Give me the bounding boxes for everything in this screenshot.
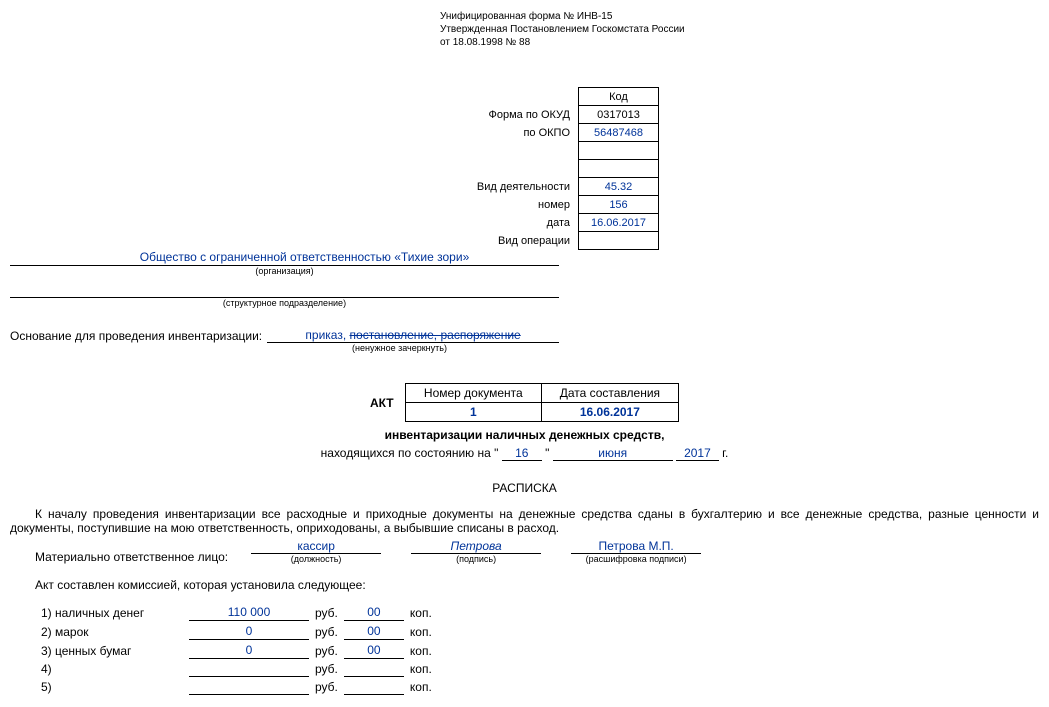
money-row-kop [344, 661, 404, 677]
basis-row: Основание для проведения инвентаризации:… [10, 328, 559, 343]
raspiska-body: К началу проведения инвентаризации все р… [10, 507, 1039, 535]
money-row-kop: 00 [344, 623, 404, 640]
akt-docdate-label: Дата составления [541, 384, 678, 403]
akt-docdate: 16.06.2017 [541, 403, 678, 422]
money-row-label: 2) марок [37, 623, 187, 640]
basis-struck: постановление, распоряжение [350, 328, 521, 342]
form-line2: Утвержденная Постановлением Госкомстата … [440, 23, 1039, 36]
top-section: Код Форма по ОКУД 0317013 по ОКПО 564874… [10, 87, 1039, 353]
money-row-rub [189, 679, 309, 695]
status-day: 16 [502, 446, 542, 461]
money-row: 5) руб. коп. [37, 679, 436, 695]
basis-value: приказ, постановление, распоряжение [267, 328, 559, 343]
operation-label: Вид операции [467, 232, 579, 250]
money-row-rub: 0 [189, 623, 309, 640]
signer-label: Материально ответственное лицо: [10, 550, 236, 564]
raspiska-title: РАСПИСКА [10, 481, 1039, 495]
rub-label: руб. [311, 623, 342, 640]
operation-value [579, 232, 659, 250]
akt-docnum: 1 [405, 403, 541, 422]
signer-fullname: Петрова М.П. [571, 539, 701, 554]
akt-docnum-label: Номер документа [405, 384, 541, 403]
kop-label: коп. [406, 661, 436, 677]
date-value: 16.06.2017 [579, 214, 659, 232]
struct-row: (структурное подразделение) [10, 282, 559, 308]
status-line: находящихся по состоянию на " 16 " июня … [10, 446, 1039, 461]
money-table: 1) наличных денег110 000руб.00коп.2) мар… [35, 602, 438, 697]
okud-label: Форма по ОКУД [467, 106, 579, 124]
rub-label: руб. [311, 642, 342, 659]
money-row: 3) ценных бумаг0руб.00коп. [37, 642, 436, 659]
okud-value: 0317013 [579, 106, 659, 124]
status-year-suffix: г. [722, 446, 728, 460]
money-row: 4) руб. коп. [37, 661, 436, 677]
number-label: номер [467, 196, 579, 214]
codes-table: Код Форма по ОКУД 0317013 по ОКПО 564874… [467, 87, 659, 250]
status-month: июня [553, 446, 673, 461]
money-row-rub: 110 000 [189, 604, 309, 621]
money-row-kop [344, 679, 404, 695]
date-label: дата [467, 214, 579, 232]
money-row-label: 4) [37, 661, 187, 677]
money-row: 1) наличных денег110 000руб.00коп. [37, 604, 436, 621]
activity-label: Вид деятельности [467, 178, 579, 196]
kop-label: коп. [406, 623, 436, 640]
akt-table: Номер документа Дата составления 1 16.06… [405, 383, 679, 422]
status-sub: находящихся по состоянию на [321, 446, 491, 460]
money-row-rub: 0 [189, 642, 309, 659]
org-name: Общество с ограниченной ответственностью… [140, 250, 470, 264]
money-row-label: 1) наличных денег [37, 604, 187, 621]
signer-position: кассир [251, 539, 381, 554]
struct-sub: (структурное подразделение) [10, 298, 559, 308]
signer-sign: Петрова [411, 539, 541, 554]
money-row: 2) марок0руб.00коп. [37, 623, 436, 640]
signer-sign-sub: (подпись) [396, 554, 556, 564]
signer-fullname-sub: (расшифровка подписи) [556, 554, 716, 564]
commission-intro: Акт составлен комиссией, которая установ… [10, 578, 1039, 592]
kop-label: коп. [406, 642, 436, 659]
codes-header: Код [579, 88, 659, 106]
money-row-kop: 00 [344, 642, 404, 659]
basis-keep: приказ, [305, 328, 346, 342]
rub-label: руб. [311, 661, 342, 677]
form-header: Унифицированная форма № ИНВ-15 Утвержден… [440, 10, 1039, 49]
org-name-sub: (организация) [10, 266, 559, 276]
okpo-label: по ОКПО [467, 124, 579, 142]
number-value: 156 [579, 196, 659, 214]
akt-title: инвентаризации наличных денежных средств… [10, 428, 1039, 442]
activity-value: 45.32 [579, 178, 659, 196]
form-line1: Унифицированная форма № ИНВ-15 [440, 10, 1039, 23]
signer-row: Материально ответственное лицо: кассир (… [10, 539, 1039, 564]
basis-sub: (ненужное зачеркнуть) [240, 343, 559, 353]
okpo-value: 56487468 [579, 124, 659, 142]
akt-section: АКТ Номер документа Дата составления 1 1… [10, 383, 1039, 461]
money-row-kop: 00 [344, 604, 404, 621]
akt-label: АКТ [370, 396, 394, 410]
kop-label: коп. [406, 679, 436, 695]
kop-label: коп. [406, 604, 436, 621]
signer-position-sub: (должность) [236, 554, 396, 564]
rub-label: руб. [311, 679, 342, 695]
empty-code-2 [579, 160, 659, 178]
money-row-rub [189, 661, 309, 677]
money-row-label: 5) [37, 679, 187, 695]
empty-code-1 [579, 142, 659, 160]
form-line3: от 18.08.1998 № 88 [440, 36, 1039, 49]
status-year: 2017 [676, 446, 719, 461]
basis-label: Основание для проведения инвентаризации: [10, 329, 267, 343]
money-row-label: 3) ценных бумаг [37, 642, 187, 659]
rub-label: руб. [311, 604, 342, 621]
